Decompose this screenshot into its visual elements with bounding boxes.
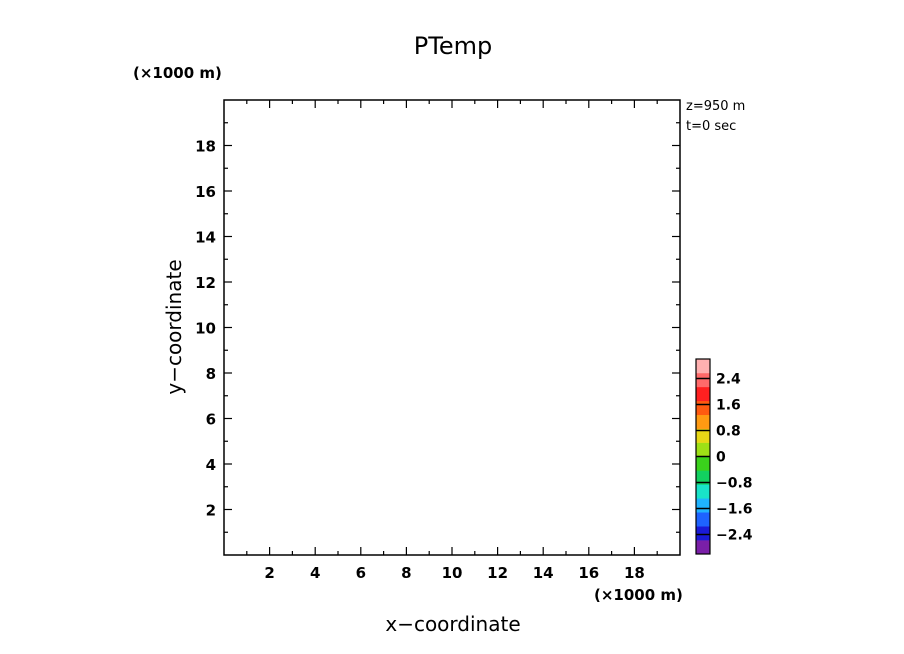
x-tick-label: 12 (487, 564, 508, 582)
colorbar-segment (696, 540, 710, 555)
plot-frame (223, 99, 681, 556)
y-tick-label: 6 (206, 411, 216, 429)
x-tick-label: 14 (533, 564, 554, 582)
colorbar-segment (696, 386, 710, 402)
colorbar-segment (696, 359, 710, 374)
y-tick-label: 4 (206, 456, 216, 474)
y-tick-label: 16 (195, 183, 216, 201)
y-tick-label: 2 (206, 502, 216, 520)
x-unit-label: (×1000 m) (594, 586, 683, 604)
x-axis-label: x−coordinate (385, 612, 520, 636)
x-tick-label: 2 (264, 564, 274, 582)
annotation-time: t=0 sec (686, 119, 736, 134)
colorbar-label: 0 (716, 450, 726, 466)
y-tick-label: 14 (195, 229, 216, 247)
colorbar-segment (696, 442, 710, 457)
colorbar-label: 0.8 (716, 424, 741, 440)
colorbar-label: 2.4 (716, 372, 741, 388)
y-tick-label: 8 (206, 365, 216, 383)
x-tick-label: 10 (442, 564, 463, 582)
colorbar-label: −1.6 (716, 502, 753, 518)
colorbar-segment (696, 498, 710, 513)
colorbar-segment (696, 456, 710, 471)
colorbar-segment (696, 512, 710, 527)
y-tick-labels: 2 4 6 8 10 12 14 16 18 (195, 138, 216, 520)
chart-title: PTemp (414, 32, 492, 60)
x-tick-label: 4 (310, 564, 320, 582)
colorbar-segment (696, 372, 710, 388)
colorbar-segment (696, 400, 710, 416)
x-tick-label: 16 (578, 564, 599, 582)
colorbar-label: −0.8 (716, 476, 753, 492)
colorbar-labels: 2.4 1.6 0.8 0 −0.8 −1.6 −2.4 (696, 372, 753, 544)
axis-ticks (224, 100, 680, 555)
y-tick-label: 12 (195, 274, 216, 292)
colorbar-segment (696, 526, 710, 541)
y-tick-label: 10 (195, 320, 216, 338)
y-unit-label: (×1000 m) (133, 64, 222, 82)
y-axis-label: y−coordinate (162, 259, 186, 394)
x-tick-label: 8 (401, 564, 411, 582)
x-tick-label: 6 (356, 564, 366, 582)
colorbar-label: 1.6 (716, 398, 741, 414)
colorbar-segment (696, 484, 710, 499)
colorbar-segment (696, 414, 710, 429)
y-tick-label: 18 (195, 138, 216, 156)
annotation-height: z=950 m (686, 99, 745, 114)
colorbar-label: −2.4 (716, 528, 753, 544)
x-tick-label: 18 (624, 564, 645, 582)
colorbar-segment (696, 470, 710, 485)
colorbar-segment (696, 428, 710, 443)
x-tick-labels: 2 4 6 8 10 12 14 16 18 (264, 564, 644, 582)
